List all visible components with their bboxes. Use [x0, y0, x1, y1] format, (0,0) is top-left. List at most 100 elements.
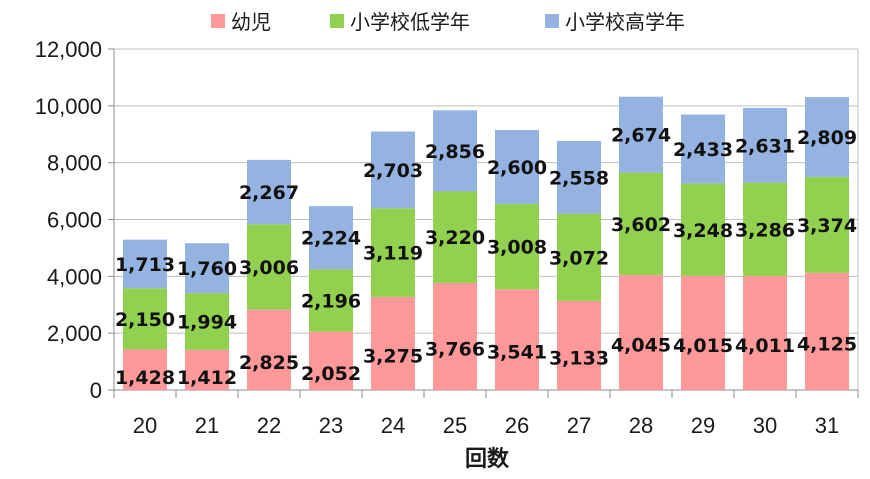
bar-segment: [185, 243, 229, 294]
bar-segment: [433, 282, 477, 390]
legend: 幼児 小学校低学年 小学校高学年: [211, 10, 685, 34]
data-label: 2,856: [425, 141, 485, 163]
data-label: 3,072: [549, 247, 609, 269]
bar-segment: [309, 331, 353, 390]
x-axis-title: 回数: [465, 446, 510, 472]
bar-segment: [247, 159, 291, 225]
data-label: 3,220: [425, 227, 485, 249]
data-label: 2,224: [301, 228, 361, 250]
bar-segment: [743, 276, 787, 390]
x-axis-ticks: 20 21 22 23 24 25 26 27 28 29 30 31: [113, 390, 859, 438]
bars: [123, 96, 849, 390]
data-label: 4,015: [673, 335, 733, 357]
x-tick-label: 25: [443, 413, 467, 438]
bar-segment: [371, 131, 415, 209]
data-label: 1,713: [115, 254, 175, 276]
data-label: 2,631: [735, 135, 795, 157]
data-label: 2,600: [487, 157, 547, 179]
x-tick-label: 26: [505, 413, 529, 438]
data-label: 3,006: [239, 257, 299, 279]
bar-segment: [309, 269, 353, 332]
data-label: 4,125: [797, 333, 857, 355]
bar-segment: [681, 183, 725, 276]
data-label: 2,825: [239, 352, 299, 374]
data-label: 4,045: [611, 335, 671, 357]
x-tick-label: 29: [691, 413, 715, 438]
data-label: 2,196: [301, 290, 361, 312]
legend-swatch: [330, 14, 344, 28]
bar-segment: [495, 130, 539, 204]
y-tick-label: 12,000: [35, 37, 102, 62]
data-label: 3,248: [673, 220, 733, 242]
bar-segment: [123, 349, 167, 390]
data-label: 3,541: [487, 342, 547, 364]
legend-swatch: [211, 14, 225, 28]
bar-segment: [495, 289, 539, 390]
bar-segment: [433, 110, 477, 192]
legend-label: 小学校低学年: [350, 10, 470, 34]
data-label: 2,052: [301, 363, 361, 385]
y-tick-label: 10,000: [35, 94, 102, 119]
data-label: 1,994: [177, 312, 237, 334]
bar-segment: [123, 239, 167, 289]
data-label: 3,374: [797, 215, 857, 237]
bar-segment: [123, 288, 167, 350]
bar-segment: [495, 203, 539, 290]
bar-segment: [743, 182, 787, 277]
bar-segment: [557, 140, 601, 214]
legend-label: 幼児: [231, 10, 271, 34]
bar-segment: [557, 300, 601, 390]
y-tick-label: 2,000: [47, 321, 102, 346]
bar-segment: [185, 349, 229, 390]
x-tick-label: 22: [257, 413, 281, 438]
data-label: 3,133: [549, 347, 609, 369]
data-label: 2,809: [797, 127, 857, 149]
data-label: 1,412: [177, 367, 237, 389]
y-tick-label: 6,000: [47, 208, 102, 233]
x-tick-label: 27: [567, 413, 591, 438]
gridlines: [114, 48, 858, 334]
bar-segment: [309, 206, 353, 270]
bar-segment: [557, 213, 601, 301]
data-label: 1,760: [177, 258, 237, 280]
bar-segment: [805, 176, 849, 273]
bar-segment: [433, 191, 477, 283]
data-label: 2,674: [611, 125, 671, 147]
y-axis-ticks: 0 2,000 4,000 6,000 8,000 10,000 12,000: [35, 37, 114, 403]
legend-swatch: [545, 14, 559, 28]
x-tick-label: 28: [629, 413, 653, 438]
data-label: 2,558: [549, 167, 609, 189]
bar-segment: [619, 275, 663, 390]
bar-segment: [371, 208, 415, 297]
bar-segment: [743, 107, 787, 183]
bar-segment: [681, 114, 725, 184]
y-tick-label: 4,000: [47, 264, 102, 289]
bar-segment: [619, 96, 663, 173]
data-label: 3,008: [487, 237, 547, 259]
data-label: 3,766: [425, 338, 485, 360]
x-tick-label: 30: [753, 413, 777, 438]
bar-segment: [805, 272, 849, 390]
data-label: 1,428: [115, 367, 175, 389]
bar-segment: [619, 172, 663, 276]
data-label: 2,150: [115, 309, 175, 331]
legend-label: 小学校高学年: [565, 10, 685, 34]
x-tick-label: 31: [815, 413, 839, 438]
bar-segment: [805, 97, 849, 177]
data-label: 2,703: [363, 160, 423, 182]
bar-segment: [247, 309, 291, 390]
bar-segment: [371, 296, 415, 390]
data-label: 3,286: [735, 219, 795, 241]
x-tick-label: 23: [319, 413, 343, 438]
bar-segment: [681, 275, 725, 390]
bar-segment: [185, 293, 229, 350]
data-label: 3,275: [363, 345, 423, 367]
data-label: 3,119: [363, 243, 423, 265]
x-tick-label: 20: [133, 413, 157, 438]
x-tick-label: 24: [381, 413, 405, 438]
y-tick-label: 0: [90, 378, 102, 403]
y-tick-label: 8,000: [47, 151, 102, 176]
x-tick-label: 21: [195, 413, 219, 438]
